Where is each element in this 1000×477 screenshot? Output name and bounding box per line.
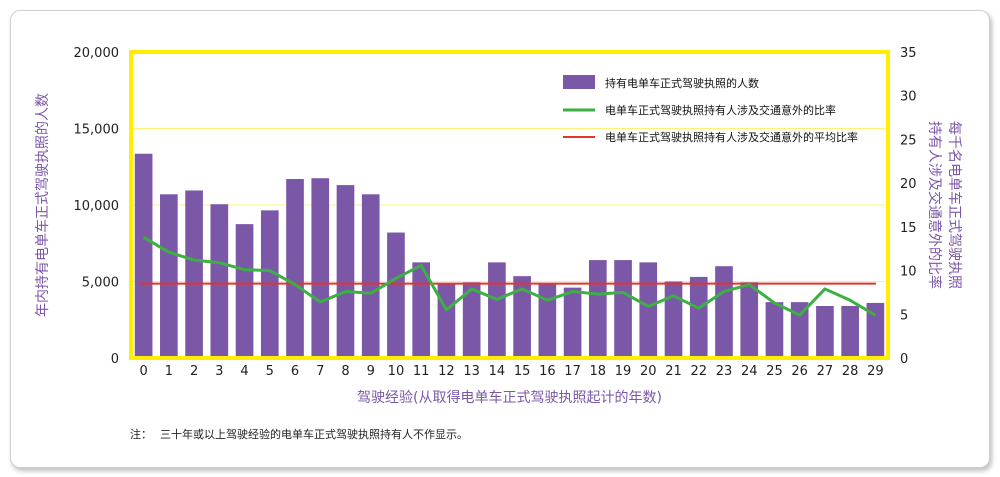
- bar: [311, 178, 330, 358]
- footnote-prefix: 注：: [130, 428, 152, 441]
- x-tick-label: 7: [316, 364, 324, 379]
- x-tick-label: 26: [791, 364, 808, 379]
- x-tick-label: 5: [266, 364, 274, 379]
- x-tick-label: 20: [640, 364, 657, 379]
- bar: [185, 190, 203, 358]
- footnote: 注： 三十年或以上驾驶经验的电单车正式驾驶执照持有人不作显示。: [130, 426, 476, 442]
- x-tick-label: 9: [367, 364, 375, 379]
- legend-rate-label: 电单车正式驾驶执照持有人涉及交通意外的比率: [605, 103, 836, 117]
- bar: [866, 302, 885, 358]
- bar: [488, 262, 506, 358]
- x-tick-label: 4: [240, 364, 248, 379]
- legend-bar-swatch: [563, 75, 595, 89]
- bar: [538, 283, 557, 358]
- x-tick-label: 17: [564, 364, 581, 379]
- x-tick-label: 23: [716, 364, 733, 379]
- x-tick-label: 21: [665, 364, 682, 379]
- y-right-tick-label: 20: [900, 177, 917, 192]
- bar: [563, 287, 582, 358]
- y-right-axis-label: 持有人涉及交通意外的比率: [926, 121, 943, 289]
- y-right-tick-label: 0: [900, 352, 908, 367]
- bar: [664, 281, 683, 358]
- x-tick-label: 16: [539, 364, 556, 379]
- y-right-tick-label: 5: [900, 308, 908, 323]
- x-tick-label: 27: [817, 364, 834, 379]
- bar: [437, 283, 456, 358]
- bar: [361, 194, 380, 358]
- bar: [841, 305, 859, 358]
- x-tick-label: 28: [842, 364, 859, 379]
- x-tick-label: 3: [215, 364, 223, 379]
- x-tick-label: 10: [388, 364, 405, 379]
- x-tick-label: 2: [190, 364, 198, 379]
- bar: [387, 232, 405, 358]
- y-left-tick-label: 20,000: [74, 46, 120, 61]
- y-left-axis-label: 年内持有电单车正式驾驶执照的人数: [34, 93, 51, 317]
- y-right-tick-label: 25: [900, 133, 917, 148]
- bar: [160, 194, 178, 358]
- bar: [210, 204, 229, 358]
- x-tick-label: 11: [413, 364, 430, 379]
- bar: [790, 302, 809, 358]
- bar: [765, 302, 784, 358]
- bar: [286, 178, 304, 358]
- x-tick-label: 19: [615, 364, 632, 379]
- x-tick-label: 25: [766, 364, 783, 379]
- x-tick-label: 13: [463, 364, 480, 379]
- bar: [715, 266, 733, 358]
- x-tick-label: 8: [341, 364, 349, 379]
- y-right-tick-label: 30: [900, 90, 917, 105]
- x-tick-label: 22: [690, 364, 707, 379]
- y-right-tick-label: 15: [900, 221, 917, 236]
- x-tick-label: 12: [438, 364, 455, 379]
- bar: [513, 276, 531, 358]
- rate-line: [142, 236, 877, 317]
- x-tick-label: 6: [291, 364, 299, 379]
- x-tick-label: 1: [165, 364, 173, 379]
- y-left-tick-label: 15,000: [74, 123, 120, 138]
- footnote-text: 三十年或以上驾驶经验的电单车正式驾驶执照持有人不作显示。: [160, 428, 468, 441]
- bar: [134, 153, 153, 358]
- legend-bar-label: 持有电单车正式驾驶执照的人数: [605, 76, 759, 90]
- bar: [235, 224, 254, 358]
- y-right-tick-label: 35: [900, 46, 917, 61]
- bar: [639, 262, 658, 358]
- bar: [336, 185, 355, 358]
- y-left-tick-label: 0: [111, 352, 119, 367]
- bar: [588, 260, 607, 358]
- x-axis-label: 驾驶经验(从取得电单车正式驾驶执照起计的年数): [357, 389, 662, 406]
- legend-average-label: 电单车正式驾驶执照持有人涉及交通意外的平均比率: [605, 130, 858, 144]
- plot-frame: [129, 50, 890, 360]
- bar: [816, 305, 834, 358]
- x-tick-label: 24: [741, 364, 758, 379]
- x-tick-label: 18: [590, 364, 607, 379]
- bar: [412, 262, 431, 358]
- x-tick-label: 14: [489, 364, 506, 379]
- y-right-axis-label: 每千名电单车正式驾驶执照: [946, 121, 963, 289]
- y-left-tick-label: 5,000: [82, 276, 119, 291]
- x-tick-label: 15: [514, 364, 531, 379]
- x-tick-label: 0: [139, 364, 147, 379]
- bar: [462, 282, 481, 358]
- bar: [740, 282, 759, 358]
- bar: [689, 276, 708, 358]
- y-left-tick-label: 10,000: [74, 199, 120, 214]
- bar: [614, 260, 632, 358]
- x-tick-label: 29: [867, 364, 884, 379]
- y-right-tick-label: 10: [900, 265, 917, 280]
